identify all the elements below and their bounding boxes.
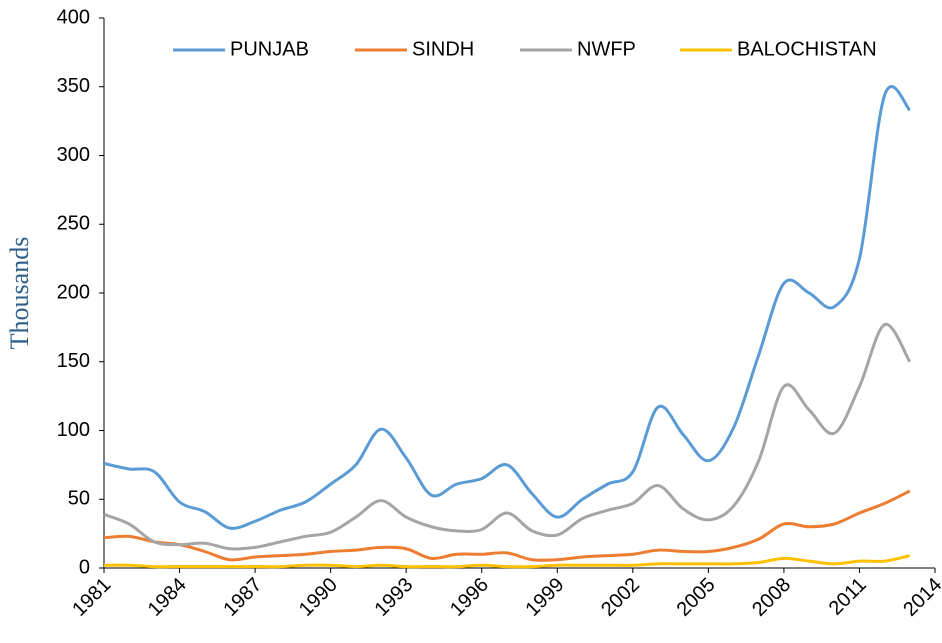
y-axis-label: Thousands bbox=[5, 237, 34, 350]
x-tick-label: 2002 bbox=[597, 574, 644, 621]
x-tick-label: 1996 bbox=[446, 574, 493, 621]
x-tick-label: 1984 bbox=[144, 574, 191, 621]
series-line bbox=[103, 323, 912, 551]
y-tick-label: 200 bbox=[57, 281, 90, 303]
x-tick-label: 2005 bbox=[673, 574, 720, 621]
x-tick-label: 1987 bbox=[219, 574, 266, 621]
x-tick-label: 2011 bbox=[825, 574, 871, 620]
x-tick-label: 2014 bbox=[899, 574, 942, 621]
legend-label: PUNJAB bbox=[230, 38, 309, 60]
y-tick-label: 150 bbox=[57, 350, 90, 372]
x-tick-label: 1981 bbox=[68, 574, 115, 621]
y-tick-label: 0 bbox=[79, 556, 90, 578]
y-tick-label: 350 bbox=[57, 75, 90, 97]
series-line bbox=[103, 489, 911, 562]
x-tick-label: 1993 bbox=[370, 574, 417, 621]
series-line bbox=[103, 554, 911, 569]
x-tick-label: 2008 bbox=[748, 574, 795, 621]
y-tick-label: 250 bbox=[57, 213, 90, 235]
y-tick-label: 50 bbox=[68, 488, 90, 510]
legend-label: NWFP bbox=[577, 38, 636, 60]
x-tick-label: 1999 bbox=[522, 574, 569, 621]
x-tick-label: 1990 bbox=[295, 574, 342, 621]
y-tick-label: 300 bbox=[57, 144, 90, 166]
legend-label: SINDH bbox=[412, 38, 474, 60]
y-tick-label: 100 bbox=[57, 419, 90, 441]
series-line bbox=[103, 85, 911, 530]
legend-label: BALOCHISTAN bbox=[737, 38, 877, 60]
y-tick-label: 400 bbox=[57, 6, 90, 28]
